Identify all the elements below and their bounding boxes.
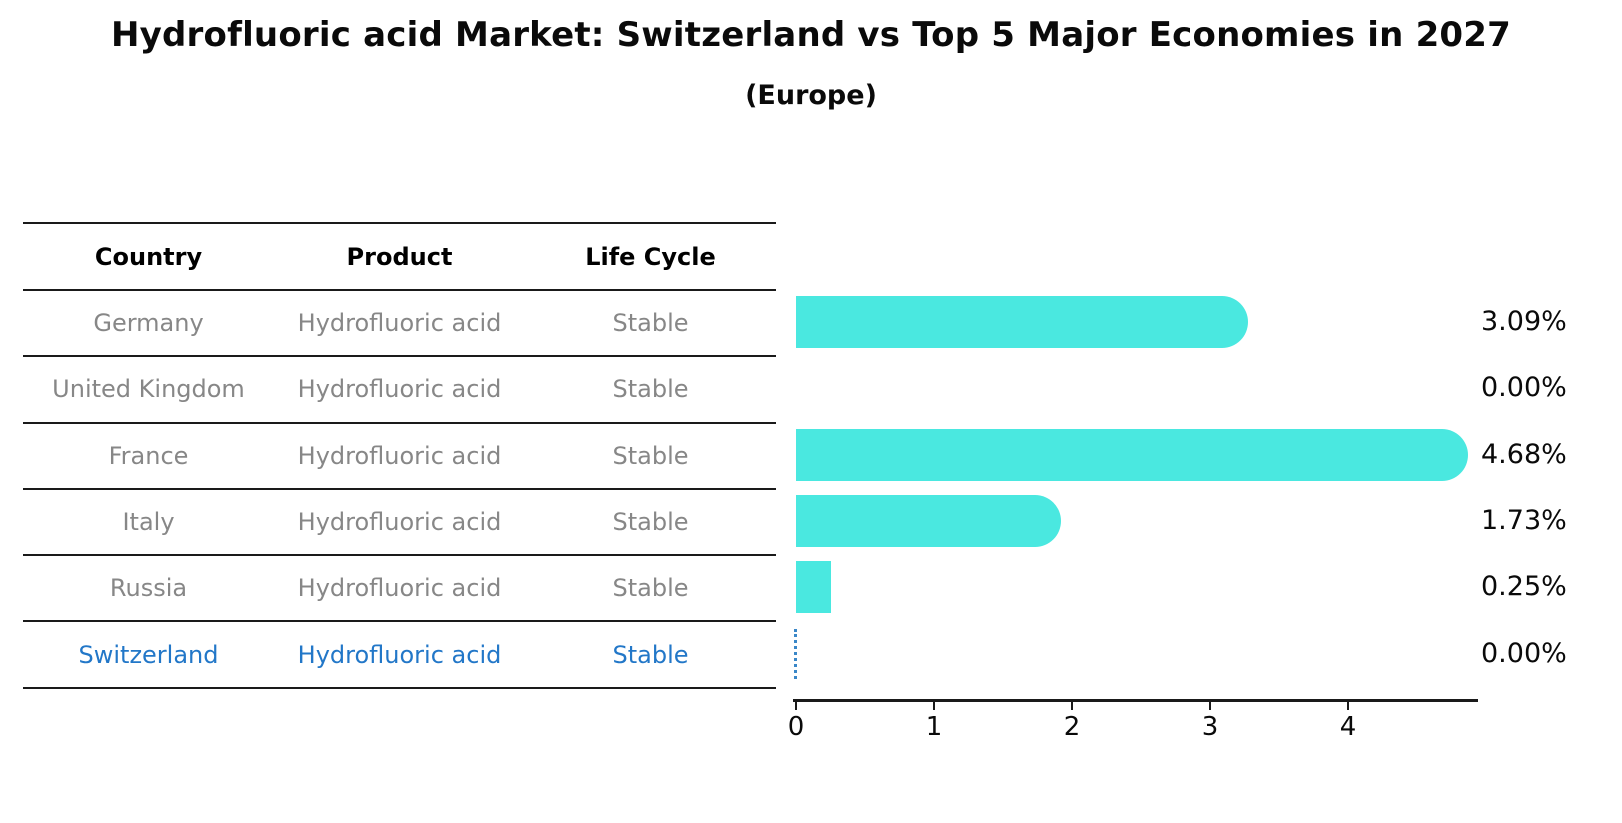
table-row: France Hydrofluoric acid Stable — [23, 424, 776, 490]
table-row: United Kingdom Hydrofluoric acid Stable — [23, 357, 776, 424]
x-axis-tick — [1209, 701, 1211, 710]
page-title: Hydrofluoric acid Market: Switzerland vs… — [111, 15, 1511, 55]
x-axis-tick — [1347, 701, 1349, 710]
value-label: 3.09% — [1481, 306, 1567, 338]
bar — [796, 296, 1249, 349]
value-label: 0.25% — [1481, 571, 1567, 603]
cell-product: Hydrofluoric acid — [297, 640, 502, 669]
cell-country: France — [108, 441, 189, 470]
bar — [796, 428, 1468, 481]
value-label: 0.00% — [1481, 372, 1567, 404]
header-cell-life-cycle: Life Cycle — [585, 242, 716, 271]
cell-life-cycle: Stable — [612, 574, 689, 603]
table-row-highlight-switzerland: Switzerland Hydrofluoric acid Stable — [23, 622, 776, 689]
cell-product: Hydrofluoric acid — [297, 574, 502, 603]
page-subtitle: (Europe) — [745, 80, 877, 111]
cell-country: Switzerland — [78, 640, 219, 669]
table-row: Germany Hydrofluoric acid Stable — [23, 291, 776, 358]
header-cell-product: Product — [346, 242, 453, 271]
x-axis-tick — [1071, 701, 1073, 710]
x-axis-line — [793, 699, 1478, 702]
cell-life-cycle: Stable — [612, 441, 689, 470]
cell-country: United Kingdom — [52, 375, 245, 404]
comparison-table: Country Product Life Cycle Germany Hydro… — [23, 222, 776, 689]
x-axis-tick-label: 2 — [1063, 712, 1081, 742]
cell-product: Hydrofluoric acid — [297, 309, 502, 338]
bar — [796, 561, 831, 614]
bar — [796, 495, 1061, 548]
cell-product: Hydrofluoric acid — [297, 508, 502, 537]
cell-country: Russia — [109, 574, 188, 603]
value-label: 4.68% — [1481, 438, 1567, 470]
cell-life-cycle: Stable — [612, 508, 689, 537]
table-row: Italy Hydrofluoric acid Stable — [23, 490, 776, 557]
cell-product: Hydrofluoric acid — [297, 441, 502, 470]
cell-life-cycle: Stable — [612, 375, 689, 404]
x-axis-tick — [795, 701, 797, 710]
x-axis-tick-label: 3 — [1201, 712, 1219, 742]
table-header-row: Country Product Life Cycle — [23, 224, 776, 291]
value-label: 0.00% — [1481, 637, 1567, 669]
x-axis-tick-label: 0 — [787, 712, 805, 742]
cell-country: Germany — [93, 309, 204, 338]
cell-country: Italy — [122, 508, 175, 537]
x-axis-tick-label: 4 — [1339, 712, 1357, 742]
header-cell-country: Country — [94, 242, 203, 271]
x-axis-tick — [933, 701, 935, 710]
cell-life-cycle: Stable — [612, 309, 689, 338]
cell-life-cycle: Stable — [612, 640, 689, 669]
x-axis-tick-label: 1 — [925, 712, 943, 742]
switzerland-zero-marker — [794, 628, 797, 679]
cell-product: Hydrofluoric acid — [297, 375, 502, 404]
table-row: Russia Hydrofluoric acid Stable — [23, 556, 776, 623]
value-label: 1.73% — [1481, 505, 1567, 537]
